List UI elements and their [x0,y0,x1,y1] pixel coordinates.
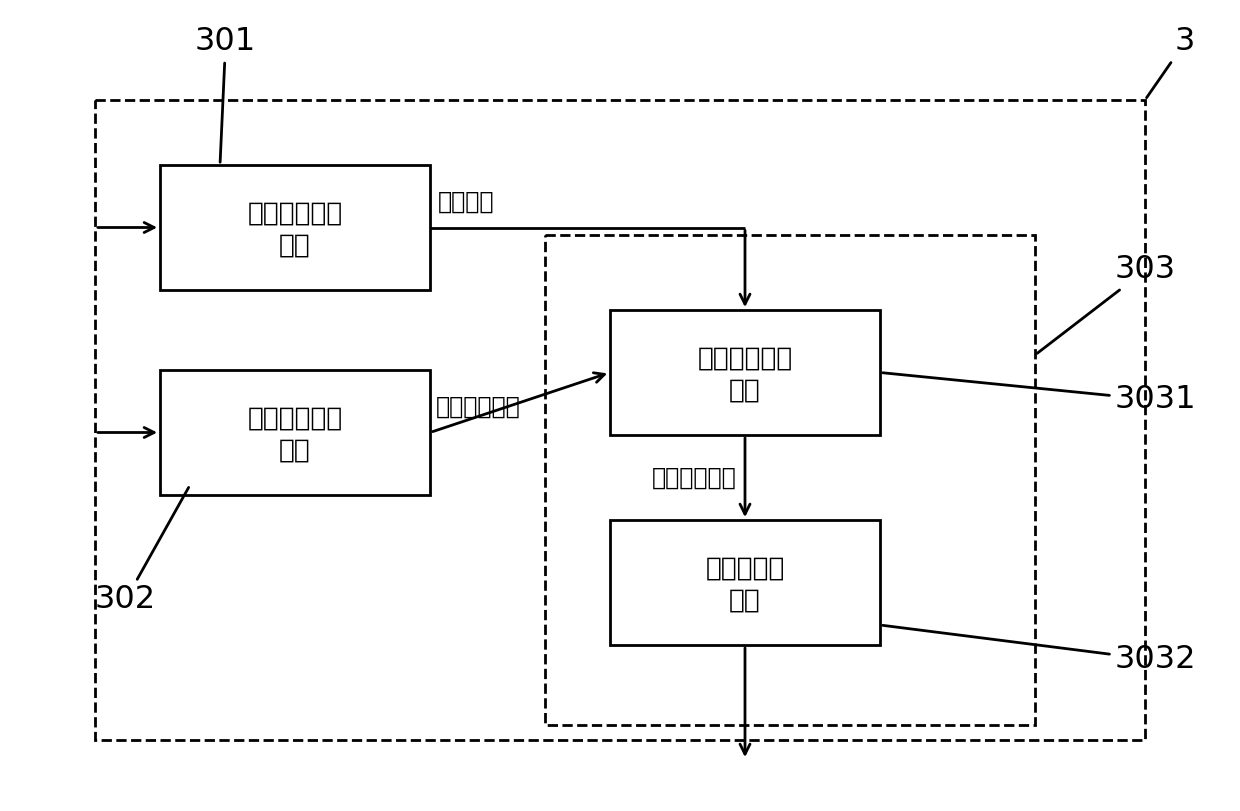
Text: 计算状态触发: 计算状态触发 [247,200,342,226]
Text: 修正系数初值: 修正系数初值 [652,466,737,490]
Text: 301: 301 [195,27,257,162]
Text: 3031: 3031 [883,373,1197,415]
Text: 模块: 模块 [279,233,311,259]
Text: 检测结果: 检测结果 [438,190,495,213]
Text: 302: 302 [95,487,188,616]
Bar [546,235,1035,725]
Text: 模块: 模块 [279,437,311,464]
Text: 3032: 3032 [883,625,1197,676]
Bar [610,520,880,645]
Bar [95,100,1145,740]
Bar [610,310,880,435]
Text: 条件满足状态: 条件满足状态 [436,394,521,418]
Text: 自适应修正: 自适应修正 [706,556,785,581]
Bar [160,165,430,290]
Text: 模块: 模块 [729,377,761,404]
Bar [160,370,430,495]
Text: 303: 303 [1037,255,1176,354]
Text: 3: 3 [1147,27,1195,97]
Text: 修正系数计算: 修正系数计算 [697,345,792,371]
Text: 模块: 模块 [729,587,761,613]
Text: 系统条件检查: 系统条件检查 [247,406,342,431]
